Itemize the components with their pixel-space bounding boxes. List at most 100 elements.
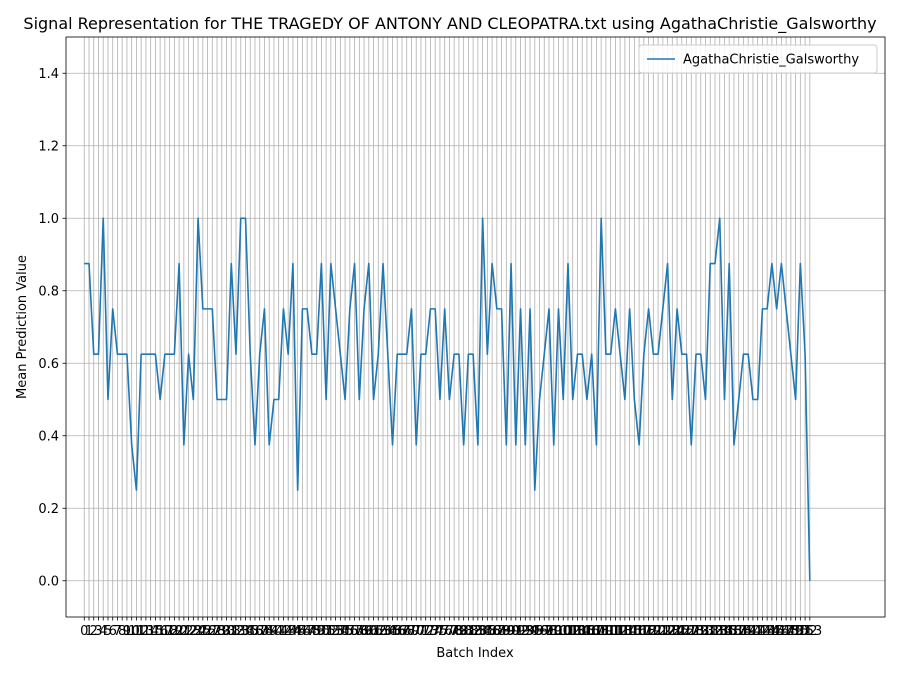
x-tick-label: 101 xyxy=(551,624,576,639)
x-tick-label: 24 xyxy=(190,624,207,639)
x-tick-label: 112 xyxy=(603,624,628,639)
x-tick-label: 2 xyxy=(90,624,98,639)
x-tick-label: 107 xyxy=(579,624,604,639)
x-tick-label: 138 xyxy=(726,624,751,639)
y-tick-label: 0.6 xyxy=(38,357,59,372)
x-tick-label: 26 xyxy=(199,624,216,639)
x-tick-label: 49 xyxy=(308,624,325,639)
plot-frame xyxy=(65,36,886,618)
x-tick-label: 133 xyxy=(703,624,728,639)
x-tick-label: 88 xyxy=(493,624,510,639)
x-tick-label: 63 xyxy=(375,624,392,639)
x-tick-label: 122 xyxy=(650,624,675,639)
x-tick-label: 85 xyxy=(479,624,496,639)
x-tick-label: 38 xyxy=(256,624,273,639)
y-axis-label: Mean Prediction Value xyxy=(15,255,30,399)
x-tick-label: 6 xyxy=(109,624,117,639)
x-tick-label: 31 xyxy=(223,624,240,639)
x-tick-label: 61 xyxy=(365,624,382,639)
y-tick-label: 0.2 xyxy=(38,502,59,517)
x-tick-label: 126 xyxy=(669,624,694,639)
x-tick-label: 110 xyxy=(593,624,618,639)
x-tick-label: 75 xyxy=(432,624,449,639)
x-tick-label: 68 xyxy=(398,624,415,639)
x-tick-label: 44 xyxy=(285,624,302,639)
x-tick-label: 114 xyxy=(612,624,637,639)
x-tick-label: 93 xyxy=(517,624,534,639)
x-tick-label: 90 xyxy=(503,624,520,639)
x-tick-label: 5 xyxy=(104,624,112,639)
x-tick-label: 152 xyxy=(793,624,818,639)
legend-box xyxy=(638,44,878,74)
x-tick-label: 89 xyxy=(498,624,515,639)
x-tick-label: 43 xyxy=(280,624,297,639)
x-tick-label: 82 xyxy=(465,624,482,639)
x-tick-label: 1 xyxy=(85,624,93,639)
x-tick-label: 81 xyxy=(460,624,477,639)
x-tick-label: 33 xyxy=(232,624,249,639)
x-tick-label: 67 xyxy=(394,624,411,639)
x-tick-label: 118 xyxy=(631,624,656,639)
x-tick-label: 12 xyxy=(133,624,150,639)
x-tick-label: 60 xyxy=(361,624,378,639)
x-tick-label: 15 xyxy=(147,624,164,639)
x-tick-label: 98 xyxy=(541,624,558,639)
x-tick-label: 125 xyxy=(665,624,690,639)
x-tick-label: 144 xyxy=(755,624,780,639)
x-tick-label: 78 xyxy=(446,624,463,639)
x-tick-label: 17 xyxy=(157,624,174,639)
x-tick-label: 18 xyxy=(161,624,178,639)
x-tick-label: 140 xyxy=(736,624,761,639)
x-tick-label: 7 xyxy=(113,624,121,639)
x-tick-label: 153 xyxy=(797,624,822,639)
x-tick-label: 10 xyxy=(123,624,140,639)
x-tick-label: 105 xyxy=(570,624,595,639)
legend-label: AgathaChristie_Galsworthy xyxy=(683,53,859,68)
x-tick-label: 53 xyxy=(327,624,344,639)
x-tick-label: 136 xyxy=(717,624,742,639)
x-tick-label: 28 xyxy=(209,624,226,639)
x-tick-label: 123 xyxy=(655,624,680,639)
x-tick-label: 32 xyxy=(228,624,245,639)
x-tick-label: 35 xyxy=(242,624,259,639)
x-tick-label: 36 xyxy=(247,624,264,639)
x-tick-label: 94 xyxy=(522,624,539,639)
x-tick-label: 8 xyxy=(118,624,126,639)
x-tick-label: 69 xyxy=(403,624,420,639)
x-tick-label: 45 xyxy=(289,624,306,639)
x-tick-label: 14 xyxy=(142,624,159,639)
chart-title: Signal Representation for THE TRAGEDY OF… xyxy=(23,14,876,34)
x-tick-label: 121 xyxy=(646,624,671,639)
x-tick-label: 39 xyxy=(261,624,278,639)
y-tick-label: 0.8 xyxy=(38,284,59,299)
x-tick-label: 113 xyxy=(608,624,633,639)
x-tick-label: 115 xyxy=(617,624,642,639)
x-tick-label: 150 xyxy=(783,624,808,639)
x-tick-label: 92 xyxy=(512,624,529,639)
x-tick-label: 41 xyxy=(270,624,287,639)
x-axis-label: Batch Index xyxy=(436,646,514,661)
x-tick-label: 11 xyxy=(128,624,145,639)
x-tick-label: 27 xyxy=(204,624,221,639)
x-tick-label: 120 xyxy=(641,624,666,639)
x-tick-label: 40 xyxy=(266,624,283,639)
x-tick-label: 127 xyxy=(674,624,699,639)
x-tick-label: 104 xyxy=(565,624,590,639)
x-tick-label: 146 xyxy=(764,624,789,639)
x-tick-label: 87 xyxy=(489,624,506,639)
x-tick-label: 129 xyxy=(684,624,709,639)
x-tick-label: 55 xyxy=(337,624,354,639)
x-tick-label: 142 xyxy=(745,624,770,639)
x-tick-label: 47 xyxy=(299,624,316,639)
y-tick-label: 0.0 xyxy=(38,574,59,589)
x-tick-label: 102 xyxy=(556,624,581,639)
x-tick-label: 64 xyxy=(379,624,396,639)
x-tick-label: 124 xyxy=(660,624,685,639)
x-tick-label: 72 xyxy=(417,624,434,639)
x-tick-label: 22 xyxy=(180,624,197,639)
x-tick-label: 116 xyxy=(622,624,647,639)
x-tick-label: 80 xyxy=(455,624,472,639)
x-tick-label: 100 xyxy=(546,624,571,639)
